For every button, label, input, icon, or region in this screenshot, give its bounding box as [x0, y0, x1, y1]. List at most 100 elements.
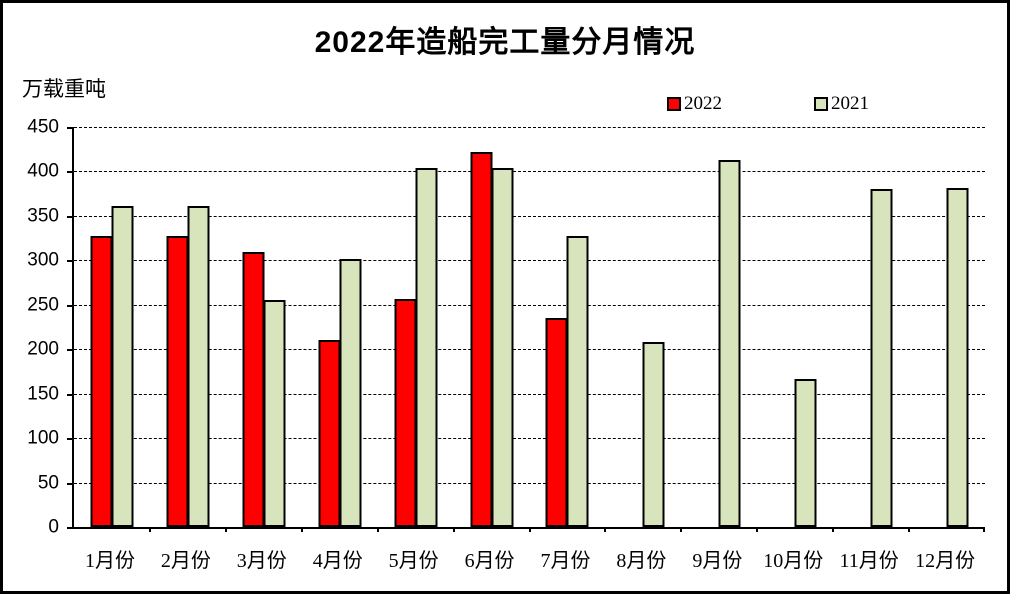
gridline-300 — [74, 260, 985, 262]
x-axis-tick-8 — [680, 527, 683, 532]
bar-2021-8月份 — [642, 342, 665, 527]
category-slot-3月份 — [226, 127, 302, 527]
y-axis-tick-label-450: 450 — [27, 116, 59, 138]
bar-2021-4月份 — [339, 258, 362, 527]
bar-group-12月份 — [926, 127, 969, 527]
x-axis-tick-10 — [832, 527, 835, 532]
y-axis-tick-label-300: 300 — [27, 249, 59, 271]
x-axis-tick-label-5月份: 5月份 — [388, 550, 439, 572]
x-axis-tick-5 — [452, 527, 455, 532]
gridline-400 — [74, 171, 985, 173]
x-axis-tick-label-2月份: 2月份 — [160, 550, 211, 572]
category-slot-2月份 — [150, 127, 226, 527]
x-axis-tick-label-1月份: 1月份 — [84, 550, 135, 572]
y-axis-tick-label-350: 350 — [27, 205, 59, 227]
category-slot-6月份 — [454, 127, 530, 527]
gridline-250 — [74, 304, 985, 306]
bar-2022-7月份 — [545, 318, 568, 527]
y-axis-tick-450 — [67, 127, 72, 129]
gridline-450 — [74, 127, 985, 128]
x-axis-tick-end — [983, 527, 985, 532]
gridline-200 — [74, 349, 985, 351]
bar-2021-5月份 — [415, 167, 438, 527]
y-axis-tick-label-250: 250 — [27, 294, 59, 316]
category-slot-7月份 — [530, 127, 606, 527]
x-axis-tick-label-12月份: 12月份 — [915, 550, 976, 572]
bars-region — [74, 127, 985, 527]
x-axis-tick-1 — [148, 527, 151, 532]
x-axis-tick-label-11月份: 11月份 — [839, 550, 899, 572]
chart-title: 2022年造船完工量分月情况 — [314, 26, 696, 59]
bar-2021-3月份 — [263, 300, 286, 527]
x-axis-tick-label-8月份: 8月份 — [616, 550, 667, 572]
gridline-100 — [74, 438, 985, 440]
bar-2022-5月份 — [394, 299, 417, 527]
bar-2021-12月份 — [946, 188, 969, 527]
y-axis-tick-label-400: 400 — [27, 160, 59, 182]
y-axis-tick-200 — [67, 349, 72, 352]
y-axis-tick-300 — [67, 260, 72, 263]
y-axis-labels: 0 50 100 150 200 250 300 350 400 450 — [3, 118, 59, 537]
x-axis-tick-3 — [300, 527, 303, 532]
category-slot-1月份 — [74, 127, 150, 527]
category-slot-8月份 — [605, 127, 681, 527]
bar-group-7月份 — [545, 127, 589, 527]
legend-swatch-2021-icon — [814, 97, 828, 111]
plot-area — [67, 127, 985, 532]
bar-group-2月份 — [166, 127, 210, 527]
gridline-50 — [74, 482, 985, 484]
category-slot-5月份 — [378, 127, 454, 527]
bar-group-5月份 — [394, 127, 438, 527]
x-axis-tick-label-7月份: 7月份 — [540, 550, 591, 572]
x-axis-tick-label-3月份: 3月份 — [236, 550, 287, 572]
bar-2021-7月份 — [566, 236, 589, 527]
category-slot-4月份 — [302, 127, 378, 527]
bar-group-4月份 — [318, 127, 362, 527]
x-axis-tick-label-4月份: 4月份 — [312, 550, 363, 572]
bar-2021-9月份 — [718, 159, 741, 527]
bar-2022-2月份 — [166, 236, 189, 527]
y-axis-tick-0 — [67, 527, 72, 529]
category-slot-10月份 — [757, 127, 833, 527]
legend-item-2022: 2022 — [667, 93, 722, 115]
category-slot-11月份 — [833, 127, 909, 527]
y-axis-tick-50 — [67, 482, 72, 485]
x-axis-tick-7 — [604, 527, 607, 532]
x-axis-tick-9 — [756, 527, 759, 532]
bar-2021-1月份 — [111, 206, 134, 527]
bar-2022-3月份 — [242, 252, 265, 527]
bar-2021-6月份 — [491, 167, 514, 527]
bar-group-8月份 — [622, 127, 665, 527]
bar-group-11月份 — [850, 127, 893, 527]
bar-2022-1月份 — [90, 236, 113, 527]
bar-2022-4月份 — [318, 340, 341, 527]
x-axis-tick-label-6月份: 6月份 — [464, 550, 515, 572]
bar-group-3月份 — [242, 127, 286, 527]
y-axis-tick-100 — [67, 438, 72, 441]
y-axis-tick-label-150: 150 — [27, 383, 59, 405]
x-axis-tick-2 — [224, 527, 227, 532]
bar-2021-2月份 — [187, 206, 210, 527]
y-axis-tick-250 — [67, 304, 72, 307]
x-axis-tick-11 — [908, 527, 911, 532]
y-axis-tick-label-50: 50 — [37, 472, 59, 494]
bar-group-9月份 — [698, 127, 741, 527]
bar-2021-10月份 — [794, 379, 817, 527]
bar-group-10月份 — [774, 127, 817, 527]
category-slot-9月份 — [681, 127, 757, 527]
legend: 2022 2021 — [3, 93, 1007, 115]
category-slot-12月份 — [909, 127, 985, 527]
y-axis-tick-label-100: 100 — [27, 427, 59, 449]
gridline-350 — [74, 215, 985, 217]
y-axis-tick-350 — [67, 215, 72, 218]
y-axis-tick-label-200: 200 — [27, 338, 59, 360]
legend-label-2021: 2021 — [831, 93, 869, 114]
x-axis-tick-label-10月份: 10月份 — [763, 550, 824, 572]
y-axis-tick-400 — [67, 171, 72, 174]
legend-item-2021: 2021 — [814, 93, 869, 115]
y-axis-tick-150 — [67, 393, 72, 396]
bar-2022-6月份 — [470, 151, 493, 527]
x-axis-tick-4 — [376, 527, 379, 532]
x-axis-tick-6 — [528, 527, 531, 532]
